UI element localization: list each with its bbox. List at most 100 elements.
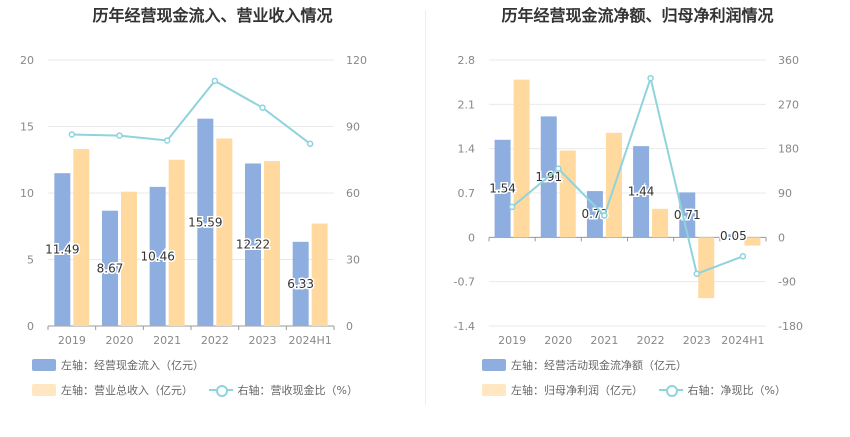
bar — [216, 138, 233, 326]
legend-row-2: 左轴：营业总收入（亿元） 右轴：营收现金比（%） — [32, 382, 370, 398]
x-tick-label: 2020 — [106, 334, 134, 347]
chart-panel-net-cash-flow: 历年经营现金流净额、归母净利润情况 -1.4 -0.7 0 0.7 1.4 2.1 2.8-… — [425, 0, 850, 437]
legend-label: 左轴：经营活动现金流净额（亿元） — [511, 359, 687, 372]
series-line — [71, 79, 311, 145]
bar — [73, 149, 90, 326]
legend-item-revenue[interactable]: 左轴：营业总收入（亿元） — [32, 382, 193, 398]
bar — [679, 192, 696, 238]
legend-label: 左轴：经营现金流入（亿元） — [61, 359, 204, 372]
y-right-tick-label: 90 — [346, 121, 360, 134]
y-right-tick-label: -90 — [778, 276, 796, 289]
line-point — [555, 165, 562, 172]
chart-plot: -1.4 -0.7 0 0.7 1.4 2.1 2.8 -180 -90 0 90 180 270 360… — [454, 54, 803, 347]
legend-item-cash-inflow[interactable]: 左轴：经营现金流入（亿元） — [32, 357, 204, 373]
bar — [633, 146, 650, 238]
bar — [494, 139, 511, 238]
line-point — [739, 253, 747, 260]
y-left-tick-label: 0.7 — [458, 187, 476, 200]
data-label: 1.54 — [489, 182, 516, 196]
legend-item-net-cash-ratio[interactable]: 右轴：净现比（%） — [658, 382, 786, 398]
legend-swatch — [32, 359, 56, 371]
y-right-tick-label: -180 — [778, 320, 803, 333]
line-point — [259, 104, 266, 111]
y-right-tick-label: 270 — [778, 98, 799, 111]
bar — [197, 118, 214, 326]
data-label: 8.67 — [97, 261, 124, 275]
x-tick-label: 2022 — [201, 334, 229, 347]
data-label: 15.59 — [188, 215, 222, 229]
bar — [121, 191, 137, 326]
data-label: 10.46 — [140, 249, 174, 263]
legend-row-1: 左轴：经营活动现金流净额（亿元） — [482, 357, 699, 373]
line-point — [306, 140, 314, 148]
y-right-tick-label: 90 — [778, 187, 792, 200]
legend-swatch — [482, 359, 506, 371]
x-tick-label: 2021 — [153, 334, 181, 347]
legend-swatch — [32, 384, 56, 396]
y-left-tick-label: -1.4 — [454, 320, 475, 333]
line-point — [68, 131, 76, 138]
legend-item-net-profit[interactable]: 左轴：归母净利润（亿元） — [482, 382, 643, 398]
legend-row-2: 左轴：归母净利润（亿元） 右轴：净现比（%） — [482, 382, 798, 398]
x-tick-label: 2020 — [544, 334, 572, 347]
line-point — [647, 74, 654, 82]
x-tick-label: 2022 — [637, 334, 665, 347]
y-left-tick-label: 15 — [20, 121, 34, 134]
line-point — [601, 212, 608, 219]
bar — [264, 161, 280, 326]
chart-plot: 0 5 10 15 20 0 30 60 90 120 2019 2020 2021 2022 2023 20… — [20, 54, 367, 347]
chart-title: 历年经营现金流入、营业收入情况 — [92, 6, 333, 25]
x-tick-label: 2019 — [498, 334, 526, 347]
data-label: 11.49 — [45, 243, 79, 257]
x-tick-label: 2024H1 — [289, 334, 332, 347]
y-right-tick-label: 30 — [346, 254, 360, 267]
data-label: 6.33 — [287, 277, 314, 291]
y-right-tick-label: 0 — [346, 320, 353, 333]
y-right-tick-label: 360 — [778, 54, 799, 67]
y-left-tick-label: -0.7 — [454, 276, 475, 289]
x-tick-label: 2023 — [683, 334, 711, 347]
data-label: 0.73 — [582, 207, 609, 221]
series-line — [511, 74, 744, 276]
y-left-tick-label: 20 — [20, 54, 34, 67]
legend-label: 左轴：营业总收入（亿元） — [61, 384, 193, 397]
legend-swatch — [482, 384, 506, 396]
legend-item-net-cash-flow[interactable]: 左轴：经营活动现金流净额（亿元） — [482, 357, 687, 373]
line-point — [693, 270, 700, 278]
panel-divider — [425, 10, 426, 405]
y-left-tick-label: 1.4 — [458, 143, 476, 156]
data-label: 0.71 — [674, 208, 701, 222]
chart-title: 历年经营现金流净额、归母净利润情况 — [501, 6, 774, 25]
bar — [168, 159, 185, 326]
y-right-tick-label: 180 — [778, 143, 799, 156]
bar — [245, 163, 261, 326]
legend-label: 右轴：净现比（%） — [687, 384, 786, 397]
line-point — [211, 77, 219, 85]
bar — [292, 241, 309, 326]
bar — [725, 234, 742, 238]
legend-item-cash-ratio[interactable]: 右轴：营收现金比（%） — [208, 382, 358, 398]
y-right-tick-label: 0 — [778, 231, 785, 244]
bar — [698, 237, 715, 299]
bar — [102, 210, 118, 326]
x-tick-label: 2021 — [590, 334, 618, 347]
x-tick-label: 2023 — [249, 334, 277, 347]
y-left-tick-label: 0 — [468, 231, 475, 244]
data-label: 1.44 — [628, 185, 655, 199]
bar — [513, 79, 530, 238]
y-right-tick-label: 120 — [346, 54, 367, 67]
y-left-tick-label: 10 — [20, 187, 34, 200]
data-label: 0.05 — [720, 229, 747, 243]
bar — [311, 223, 328, 326]
data-label: 12.22 — [236, 238, 270, 252]
line-point — [116, 132, 123, 139]
legend-label: 右轴：营收现金比（%） — [237, 384, 358, 397]
y-left-tick-label: 5 — [27, 254, 34, 267]
chart-panel-cash-inflow: 历年经营现金流入、营业收入情况 0 5 10 15 20 0 30 60 90 120 2019 20… — [20, 6, 370, 398]
legend-line-marker — [658, 384, 683, 397]
y-left-tick-label: 0 — [27, 320, 34, 333]
bar — [149, 186, 166, 326]
legend-row-1: 左轴：经营现金流入（亿元） — [32, 357, 216, 373]
line-point — [508, 203, 516, 211]
line-point — [163, 137, 171, 144]
